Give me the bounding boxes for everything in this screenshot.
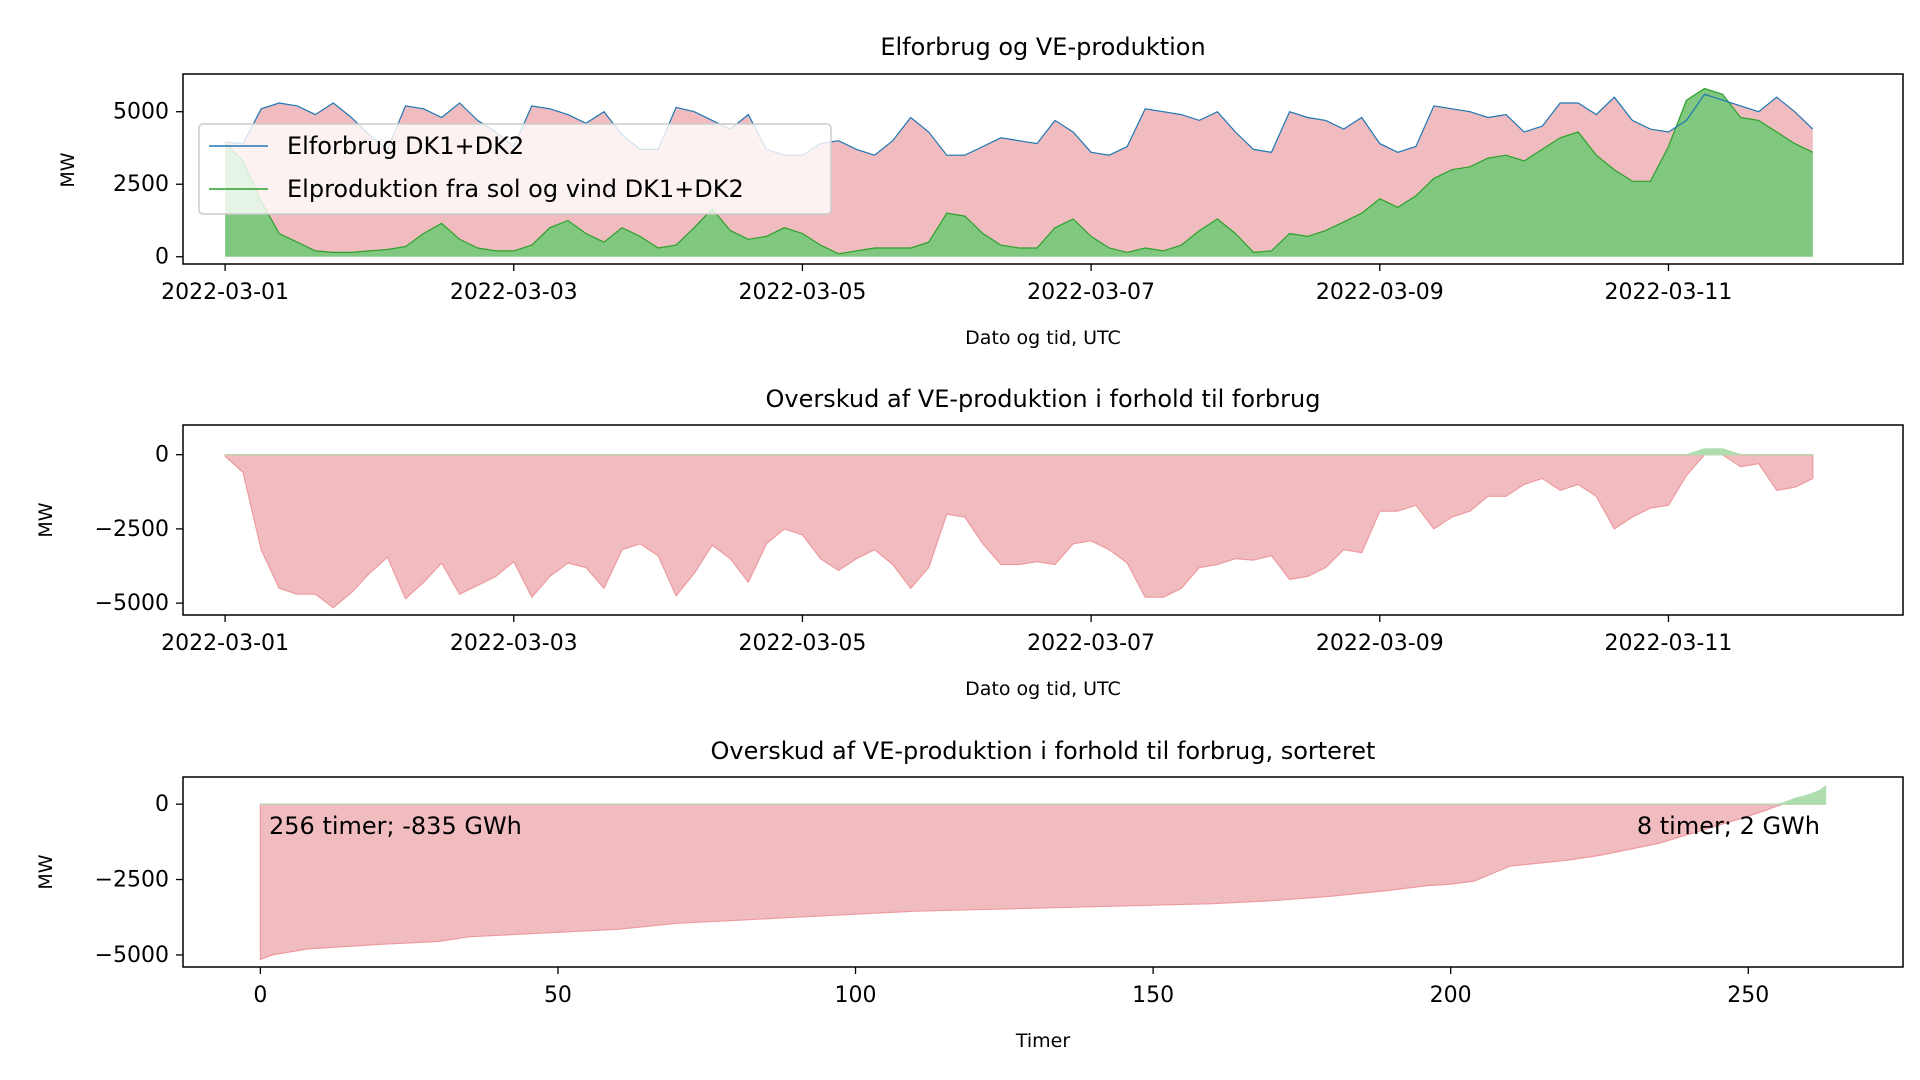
panel2-x-label: Dato og tid, UTC (965, 678, 1121, 700)
y-tick-label: 2500 (113, 172, 169, 197)
panel3-y-ticks: −5000 −2500 0 (95, 792, 183, 968)
x-tick-label: 2022-03-03 (450, 280, 578, 305)
x-tick-label: 0 (253, 983, 267, 1008)
x-tick-label: 2022-03-03 (450, 631, 578, 656)
x-tick-label: 2022-03-01 (161, 280, 289, 305)
x-tick-label: 2022-03-09 (1316, 280, 1444, 305)
y-tick-label: −2500 (95, 517, 169, 542)
panel3-x-label: Timer (1015, 1030, 1070, 1052)
panel2-series (224, 448, 1814, 609)
y-tick-label: 5000 (113, 100, 169, 125)
y-tick-label: −5000 (95, 591, 169, 616)
panel2-frame (182, 424, 1904, 616)
panel1-y-label: MW (57, 152, 79, 187)
annotation-surplus: 8 timer; 2 GWh (1637, 812, 1820, 840)
panel1-legend: Elforbrug DK1+DK2 Elproduktion fra sol o… (198, 123, 832, 215)
y-tick-label: −2500 (95, 868, 169, 893)
panel3-y-label: MW (35, 854, 57, 889)
panel-surplus: Overskud af VE-produktion i forhold til … (35, 385, 1904, 700)
annotation-deficit: 256 timer; -835 GWh (269, 812, 522, 840)
panel-surplus-sorted: Overskud af VE-produktion i forhold til … (35, 737, 1904, 1052)
panel2-x-ticks: 2022-03-01 2022-03-03 2022-03-05 2022-03-07… (161, 615, 1732, 656)
x-tick-label: 2022-03-01 (161, 631, 289, 656)
legend-production-label: Elproduktion fra sol og vind DK1+DK2 (287, 175, 744, 203)
production-area (225, 88, 1813, 257)
sorted-deficit-area (259, 803, 1827, 961)
x-tick-label: 2022-03-11 (1605, 631, 1733, 656)
panel3-x-ticks: 0 50 100 150 200 250 (253, 967, 1769, 1008)
panel2-y-label: MW (35, 502, 57, 537)
panel1-title: Elforbrug og VE-produktion (880, 33, 1205, 61)
legend-consumption-label: Elforbrug DK1+DK2 (287, 132, 524, 160)
panel2-title: Overskud af VE-produktion i forhold til … (766, 385, 1321, 413)
x-tick-label: 150 (1132, 983, 1174, 1008)
x-tick-label: 2022-03-05 (739, 280, 867, 305)
legend-box (198, 123, 832, 215)
panel-consumption-production: Elforbrug og VE-produktion 0 2500 5000 202… (57, 33, 1904, 349)
y-tick-label: 0 (155, 792, 169, 817)
deficit-area (224, 454, 1814, 609)
x-tick-label: 2022-03-05 (739, 631, 867, 656)
x-tick-label: 2022-03-11 (1605, 280, 1733, 305)
y-tick-label: −5000 (95, 943, 169, 968)
production-line (224, 87, 1814, 255)
x-tick-label: 100 (835, 983, 877, 1008)
panel3-series (259, 785, 1827, 961)
x-tick-label: 2022-03-07 (1027, 280, 1155, 305)
panel1-frame (182, 73, 1904, 265)
y-tick-label: 0 (155, 443, 169, 468)
panel1-x-ticks: 2022-03-01 2022-03-03 2022-03-05 2022-03-07… (161, 264, 1732, 305)
y-tick-label: 0 (155, 245, 169, 270)
x-tick-label: 50 (544, 983, 572, 1008)
sorted-surplus-area (259, 785, 1827, 805)
panel3-frame (182, 776, 1904, 968)
x-tick-label: 250 (1727, 983, 1769, 1008)
panel2-y-ticks: −5000 −2500 0 (95, 443, 183, 616)
surplus-area (224, 448, 1814, 456)
x-tick-label: 2022-03-07 (1027, 631, 1155, 656)
panel3-title: Overskud af VE-produktion i forhold til … (711, 737, 1376, 765)
x-tick-label: 2022-03-09 (1316, 631, 1444, 656)
panel1-x-label: Dato og tid, UTC (965, 327, 1121, 349)
x-tick-label: 200 (1430, 983, 1472, 1008)
panel1-y-ticks: 0 2500 5000 (113, 100, 183, 270)
